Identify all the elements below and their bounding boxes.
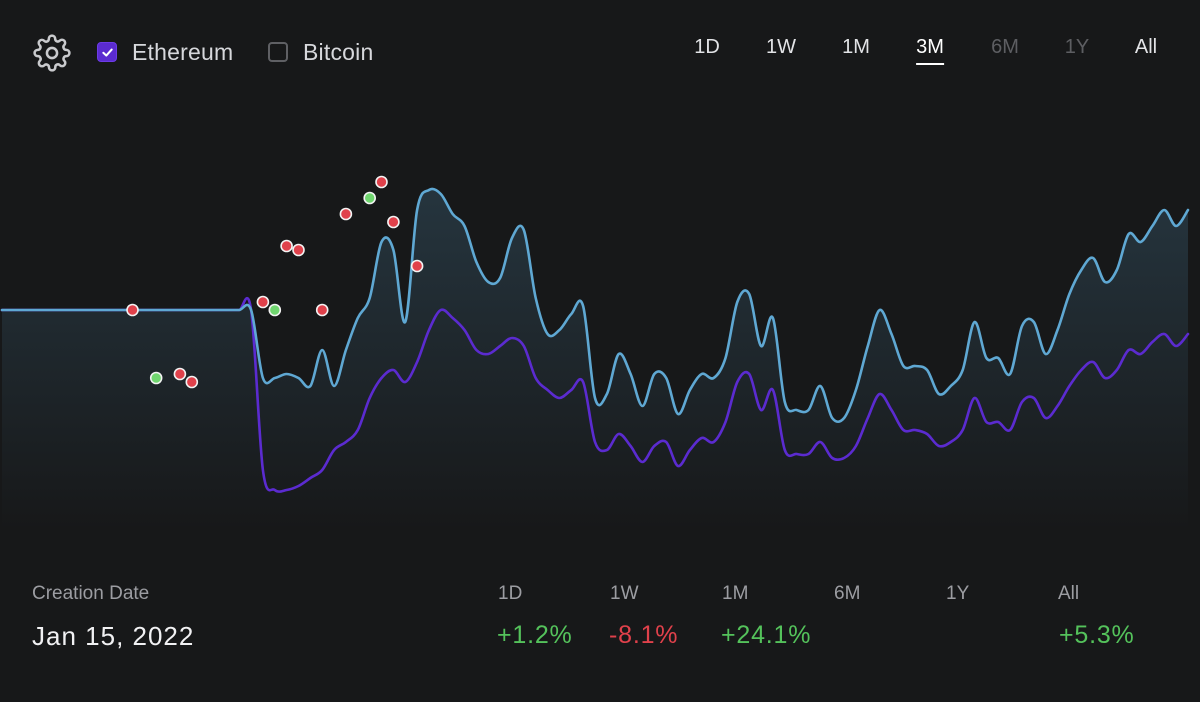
trade-marker-red[interactable] (126, 303, 139, 317)
trade-markers (126, 175, 424, 389)
legend-label-ethereum: Ethereum (132, 38, 234, 65)
trade-marker-red[interactable] (280, 239, 293, 253)
legend-toggle-ethereum[interactable]: Ethereum (97, 36, 233, 68)
creation-date-value: Jan 15, 2022 (32, 621, 195, 651)
stat-label-1y: 1Y (946, 583, 970, 604)
range-1w[interactable]: 1W (766, 36, 796, 58)
range-1y: 1Y (1064, 36, 1090, 58)
price-chart (0, 175, 1190, 530)
trade-marker-red[interactable] (387, 215, 400, 229)
stat-label-all: All (1058, 583, 1080, 604)
ethereum-series-line (0, 187, 1190, 424)
trade-marker-red[interactable] (185, 375, 199, 389)
bitcoin-checkbox[interactable] (268, 42, 288, 62)
trade-marker-red[interactable] (173, 367, 187, 381)
range-6m: 6M (991, 36, 1019, 58)
checkmark-icon (101, 48, 113, 57)
performance-stats: Creation Date Jan 15, 2022 1D +1.2% 1W -… (0, 575, 1200, 655)
ethereum-checkbox[interactable] (97, 42, 117, 62)
range-1m[interactable]: 1M (842, 36, 870, 58)
trade-marker-green[interactable] (363, 191, 377, 205)
trade-marker-red[interactable] (375, 175, 388, 189)
trade-marker-red[interactable] (292, 243, 305, 257)
range-1d[interactable]: 1D (694, 36, 720, 58)
trade-marker-green[interactable] (268, 303, 282, 317)
stat-value-1d: +1.2% (497, 621, 573, 649)
ethereum-area-fill (2, 188, 1188, 530)
stat-value-1m: +24.1% (721, 621, 812, 649)
creation-date-label: Creation Date (32, 583, 150, 604)
stat-value-1w: -8.1% (609, 621, 679, 649)
range-all[interactable]: All (1134, 36, 1158, 58)
trade-marker-red[interactable] (339, 207, 353, 221)
stat-label-1d: 1D (498, 583, 523, 604)
trade-marker-red[interactable] (410, 259, 424, 273)
trade-marker-green[interactable] (149, 371, 163, 385)
trade-marker-red[interactable] (315, 303, 329, 317)
time-range-selector: 1D 1W 1M 3M 6M 1Y All (0, 36, 1200, 66)
trade-marker-red[interactable] (256, 295, 270, 309)
stat-label-1m: 1M (722, 583, 749, 604)
top-bar: Ethereum Bitcoin 1D 1W 1M 3M 6M 1Y All (0, 0, 1200, 100)
legend-toggle-bitcoin[interactable]: Bitcoin (268, 36, 373, 68)
stat-label-6m: 6M (834, 583, 861, 604)
range-3m[interactable]: 3M (916, 36, 944, 65)
legend-label-bitcoin: Bitcoin (303, 38, 374, 65)
stat-value-all: +5.3% (1059, 621, 1135, 649)
gear-icon[interactable] (33, 34, 71, 72)
stat-label-1w: 1W (610, 583, 639, 604)
